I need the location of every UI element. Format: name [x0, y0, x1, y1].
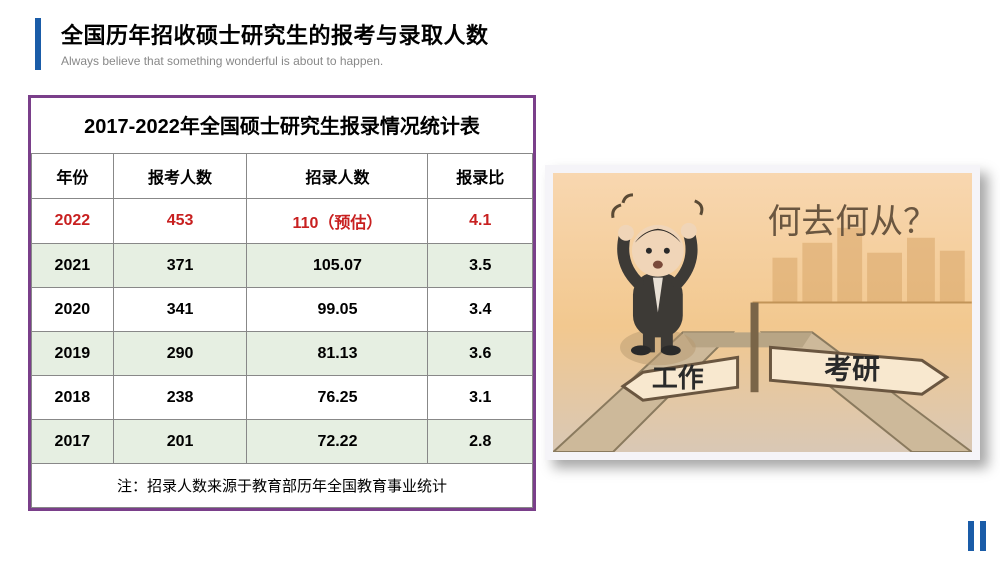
illustration-svg: 工作 考研 何 — [553, 173, 972, 452]
table-title: 2017-2022年全国硕士研究生报录情况统计表 — [31, 98, 533, 153]
table-cell: 2021 — [32, 244, 114, 288]
page-title: 全国历年招收硕士研究生的报考与录取人数 — [61, 18, 489, 50]
table-row: 201823876.253.1 — [32, 376, 533, 420]
col-admit: 招录人数 — [247, 154, 428, 199]
stats-table-container: 2017-2022年全国硕士研究生报录情况统计表 年份 报考人数 招录人数 报录… — [28, 95, 536, 511]
table-cell: 371 — [113, 244, 247, 288]
col-apply: 报考人数 — [113, 154, 247, 199]
table-cell: 290 — [113, 332, 247, 376]
table-cell: 99.05 — [247, 288, 428, 332]
table-row: 202034199.053.4 — [32, 288, 533, 332]
table-row: 201720172.222.8 — [32, 420, 533, 464]
table-cell: 238 — [113, 376, 247, 420]
table-cell: 2020 — [32, 288, 114, 332]
table-cell: 105.07 — [247, 244, 428, 288]
table-cell: 2019 — [32, 332, 114, 376]
table-cell: 3.6 — [428, 332, 533, 376]
table-cell: 2018 — [32, 376, 114, 420]
table-cell: 201 — [113, 420, 247, 464]
table-cell: 3.1 — [428, 376, 533, 420]
table-cell: 110（预估） — [247, 199, 428, 244]
sign-right-label: 考研 — [824, 353, 880, 384]
table-cell: 3.4 — [428, 288, 533, 332]
table-header-row: 年份 报考人数 招录人数 报录比 — [32, 154, 533, 199]
table-cell: 81.13 — [247, 332, 428, 376]
stats-table: 年份 报考人数 招录人数 报录比 2022453110（预估）4.1202137… — [31, 153, 533, 508]
accent-bar — [35, 18, 41, 70]
confused-person — [613, 195, 702, 365]
table-cell: 3.5 — [428, 244, 533, 288]
corner-accent — [968, 521, 986, 551]
table-cell: 72.22 — [247, 420, 428, 464]
table-cell: 2022 — [32, 199, 114, 244]
table-row: 2021371105.073.5 — [32, 244, 533, 288]
table-cell: 76.25 — [247, 376, 428, 420]
table-row: 2022453110（预估）4.1 — [32, 199, 533, 244]
question-text: 何去何从？ — [768, 203, 937, 241]
col-year: 年份 — [32, 154, 114, 199]
table-footnote: 注：招录人数来源于教育部历年全国教育事业统计 — [32, 464, 533, 508]
col-ratio: 报录比 — [428, 154, 533, 199]
crossroads-illustration: 工作 考研 何 — [545, 165, 980, 460]
table-cell: 2017 — [32, 420, 114, 464]
table-row: 201929081.133.6 — [32, 332, 533, 376]
page-subtitle: Always believe that something wonderful … — [61, 54, 489, 68]
table-cell: 453 — [113, 199, 247, 244]
table-cell: 4.1 — [428, 199, 533, 244]
sign-left-label: 工作 — [652, 364, 704, 393]
page-header: 全国历年招收硕士研究生的报考与录取人数 Always believe that … — [35, 18, 489, 70]
table-cell: 2.8 — [428, 420, 533, 464]
table-cell: 341 — [113, 288, 247, 332]
